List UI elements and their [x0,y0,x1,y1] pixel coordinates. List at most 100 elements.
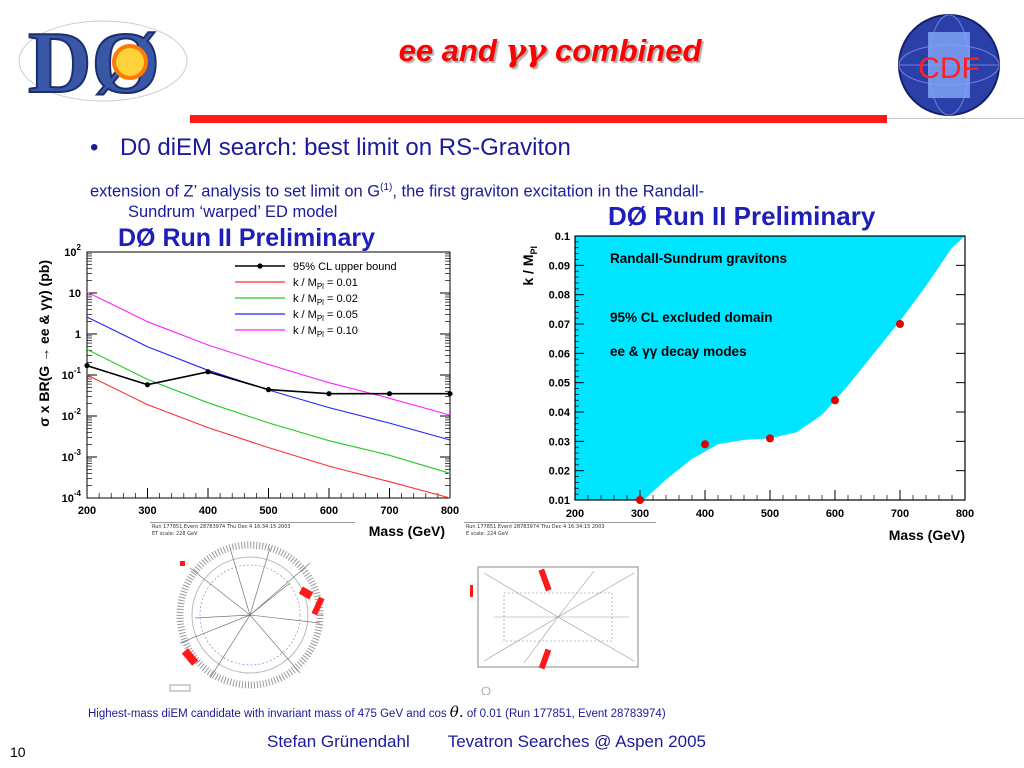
y-tick-base: 10 [62,452,74,464]
y-tick-base: 10 [62,493,74,505]
y-tick-exponent: -3 [74,448,82,457]
y-tick-label: 0.01 [549,495,570,507]
event-display-rz: Run 177851 Event 28783974 Thu Dec 4 16:3… [464,522,656,695]
x-tick-label: 700 [891,508,909,520]
bullet-point: • D0 diEM search: best limit on RS-Gravit… [90,134,571,162]
y-tick-label: 102 [64,243,81,259]
cdf-logo: CDF [898,14,1000,116]
y-tick-exponent: -1 [74,366,82,375]
title-rule-thin [887,118,1024,119]
x-tick-label: 700 [380,505,398,517]
x-tick-label: 200 [566,508,584,520]
footer: Stefan Grünendahl Tevatron Searches @ Asp… [267,732,706,752]
y-tick-label: 10 [69,288,81,300]
chart-annotation: ee & γγ decay modes [610,344,747,359]
y-tick-label: 0.08 [549,290,570,302]
limit-point [766,434,774,443]
legend-value: = 0.10 [324,325,358,337]
data-point [205,369,211,375]
plot-frame [86,251,451,499]
legend-sub: Pl [317,314,324,323]
y-tick-base: 1 [75,329,81,341]
y-tick-label: 0.09 [549,260,570,272]
exclusion-chart: 0.01 0.02 0.03 0.04 0.05 0.06 0.07 0.08 0.09 0.1 2… [520,231,974,543]
x-tick-label: 400 [199,505,217,517]
series-line [86,348,451,474]
x-axis-title: Mass (GeV) [889,527,965,543]
title-rule [190,115,887,123]
slide-title-suffix: combined [546,33,702,68]
y-tick-label: 10-2 [62,407,82,423]
x-tick-label: 400 [696,508,714,520]
x-tick-label: 500 [761,508,779,520]
y-tick-label: 10-1 [62,366,82,382]
cdf-logo-text: CDF [918,52,980,85]
legend-name: k / M [293,293,317,305]
y-tick-base: 10 [64,247,76,259]
y-tick-exponent: -2 [74,407,82,416]
y-tick-label: 1 [75,329,81,341]
legend-label: k / MPl = 0.10 [293,325,358,339]
legend-label: k / MPl = 0.02 [293,293,358,307]
figure-caption: Highest-mass diEM candidate with invaria… [88,703,666,721]
bullet-text: D0 diEM search: best limit on RS-Gravito… [120,134,571,161]
right-chart-title: DØ Run II Preliminary [608,201,876,231]
y-axis-title-main: k / M [520,255,536,286]
legend-marker [257,263,263,269]
legend-value: = 0.05 [324,309,358,321]
subtext-line2: Sundrum ‘warped’ ED model [128,202,338,221]
x-axis-title: Mass (GeV) [369,523,445,539]
y-tick-base: 10 [62,411,74,423]
page-number: 10 [10,744,26,760]
x-tick-label: 300 [138,505,156,517]
footer-author: Stefan Grünendahl [267,732,410,751]
bullet-dot-icon: • [90,134,99,161]
legend-label: k / MPl = 0.05 [293,309,358,323]
legend-value: = 0.01 [324,277,358,289]
y-tick-label: 0.1 [555,231,570,243]
chart-annotation: 95% CL excluded domain [610,310,773,325]
y-tick-label: 10-3 [62,448,82,464]
data-point [386,391,393,397]
x-tick-label: 600 [320,505,338,517]
slide-title-prefix: ee and [398,33,506,68]
y-tick-label: 10-4 [62,489,82,505]
legend-value: = 0.02 [324,293,358,305]
y-tick-exponent: -4 [74,489,82,498]
event-right-drawing [470,566,639,695]
data-point [84,362,90,369]
x-tick-label: 800 [956,508,974,520]
y-tick-label: 0.06 [549,348,570,360]
subtext: extension of Z’ analysis to set limit on… [90,178,910,222]
event-left-scale: ET scale: 228 GeV [152,531,198,537]
limit-point [636,496,644,504]
y-tick-base: 10 [69,288,81,300]
x-tick-label: 200 [78,505,96,517]
limit-point [701,440,709,449]
legend-name: k / M [293,277,317,289]
y-axis-title-sub: Pl [529,246,539,255]
x-tick-label: 800 [441,505,459,517]
footer-talk: Tevatron Searches @ Aspen 2005 [447,732,706,751]
legend-label: 95% CL upper bound [293,261,397,273]
subtext-line1-post: , the first graviton excitation in the R… [392,182,705,201]
y-tick-label: 0.05 [549,378,570,390]
legend-sub: Pl [317,330,324,339]
limit-point [831,396,839,405]
data-point [447,391,453,397]
excluded-region [575,236,965,500]
y-axis-title: σ x BR(G → ee & γγ) (pb) [36,260,52,427]
legend-sub: Pl [317,298,324,307]
y-tick-label: 0.03 [549,436,570,448]
event-display-rphi: Run 177851 Event 28783974 Thu Dec 4 16:3… [150,522,355,694]
legend-sub: Pl [317,282,324,291]
legend-name: k / M [293,309,317,321]
y-tick-exponent: 2 [77,243,82,252]
d0-logo: DØ [18,20,188,102]
y-tick-label: 0.04 [549,407,571,419]
caption-theta: θ. [449,703,464,721]
series-line [86,291,451,416]
slide-title-symbol: γγ [505,33,547,69]
limit-point [896,320,904,328]
